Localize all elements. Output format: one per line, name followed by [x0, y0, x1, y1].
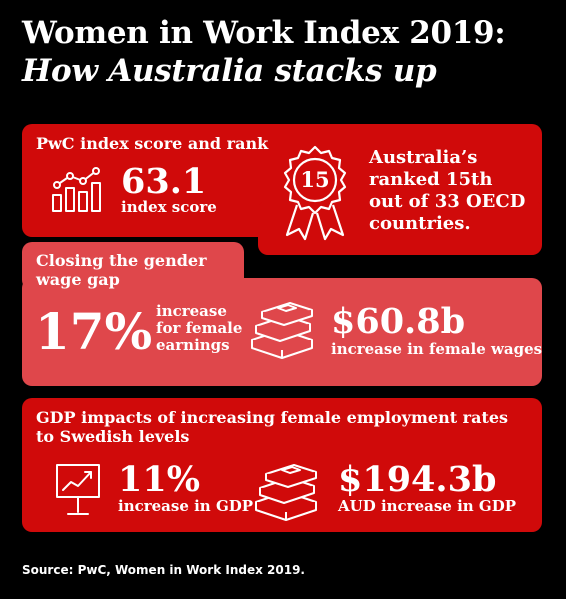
- female-earnings-label: increase for female earnings: [156, 303, 242, 354]
- gdp-increase-amount-label: AUD increase in GDP: [338, 497, 516, 515]
- wage-gap-heading-line-2: wage gap: [36, 270, 120, 289]
- source-note: Source: PwC, Women in Work Index 2019.: [22, 563, 305, 577]
- gdp-increase-amount: $194.3b: [338, 459, 497, 500]
- female-earnings-label-line-2: for female: [156, 319, 243, 337]
- wage-gap-heading-line-1: Closing the gender: [36, 251, 207, 270]
- presentation-board-icon: [56, 464, 100, 515]
- index-score-value: 63.1: [121, 161, 207, 202]
- rank-text-line-1: Australia’s: [369, 147, 478, 168]
- female-earnings-label-line-1: increase: [156, 302, 227, 320]
- rank-text-line-3: out of 33 OECD: [369, 191, 526, 212]
- female-earnings-label-line-3: earnings: [156, 336, 230, 354]
- title-line-2: How Australia stacks up: [22, 53, 437, 89]
- rank-badge-number: 15: [300, 167, 330, 192]
- money-stack-icon: [251, 302, 313, 359]
- money-stack-icon: [255, 464, 317, 521]
- gdp-heading-line-1: GDP impacts of increasing female employm…: [36, 408, 509, 427]
- section-heading-wage-gap: Closing the gender wage gap: [36, 251, 207, 289]
- female-wages-value: $60.8b: [331, 301, 466, 342]
- page-title: Women in Work Index 2019: How Australia …: [22, 14, 506, 90]
- rank-text-line-2: ranked 15th: [369, 169, 493, 190]
- gdp-increase-percent: 11%: [118, 459, 200, 500]
- gdp-increase-percent-label: increase in GDP: [118, 497, 254, 515]
- section-heading-gdp: GDP impacts of increasing female employm…: [36, 408, 508, 446]
- rank-text: Australia’s ranked 15th out of 33 OECD c…: [369, 147, 525, 235]
- award-ribbon-icon: [283, 145, 347, 241]
- index-score-label: index score: [121, 198, 217, 216]
- bar-chart-icon: [52, 167, 101, 212]
- title-line-1: Women in Work Index 2019:: [22, 15, 506, 51]
- female-wages-label: increase in female wages: [331, 340, 543, 358]
- rank-text-line-4: countries.: [369, 213, 471, 234]
- index-score-panel-bottom: [258, 200, 542, 255]
- gdp-heading-line-2: to Swedish levels: [36, 427, 190, 446]
- female-earnings-percent: 17%: [35, 302, 153, 361]
- section-heading-index: PwC index score and rank: [36, 134, 269, 153]
